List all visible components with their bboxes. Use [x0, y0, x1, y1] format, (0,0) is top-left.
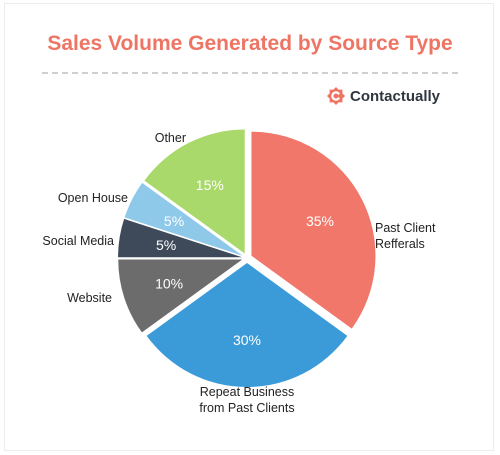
contactually-logo-icon: [327, 87, 345, 105]
slice-category-label: Open House: [58, 191, 128, 205]
pie-slice: [144, 129, 245, 254]
chart-title: Sales Volume Generated by Source Type: [47, 32, 453, 55]
slice-value-label: 15%: [196, 177, 224, 193]
slice-category-label: Repeat Business from Past Clients: [199, 385, 294, 415]
title-divider: [42, 72, 458, 74]
pie-slices: [118, 129, 376, 387]
slice-value-label: 10%: [155, 275, 183, 291]
pie-labels: 35% Past Client Refferals 30% Repeat Busines…: [42, 131, 436, 415]
pie-slice: [118, 259, 243, 333]
slice-category-label: Past Client Refferals: [375, 221, 436, 251]
slice-value-label: 5%: [156, 237, 176, 253]
slice-category-label: Other: [155, 131, 186, 145]
slice-value-label: 35%: [306, 213, 334, 229]
brand-name: Contactually: [350, 87, 441, 105]
pie-slice: [251, 131, 376, 329]
slice-category-label: Website: [67, 291, 112, 305]
chart-frame: [4, 3, 494, 451]
pie-slice: [124, 182, 243, 256]
slice-category-label: Social Media: [42, 234, 114, 248]
slice-value-label: 30%: [233, 332, 261, 348]
brand: Contactually: [327, 86, 440, 106]
pie-slice: [118, 218, 243, 258]
slice-value-label: 5%: [164, 213, 184, 229]
pie-slice: [146, 263, 348, 387]
